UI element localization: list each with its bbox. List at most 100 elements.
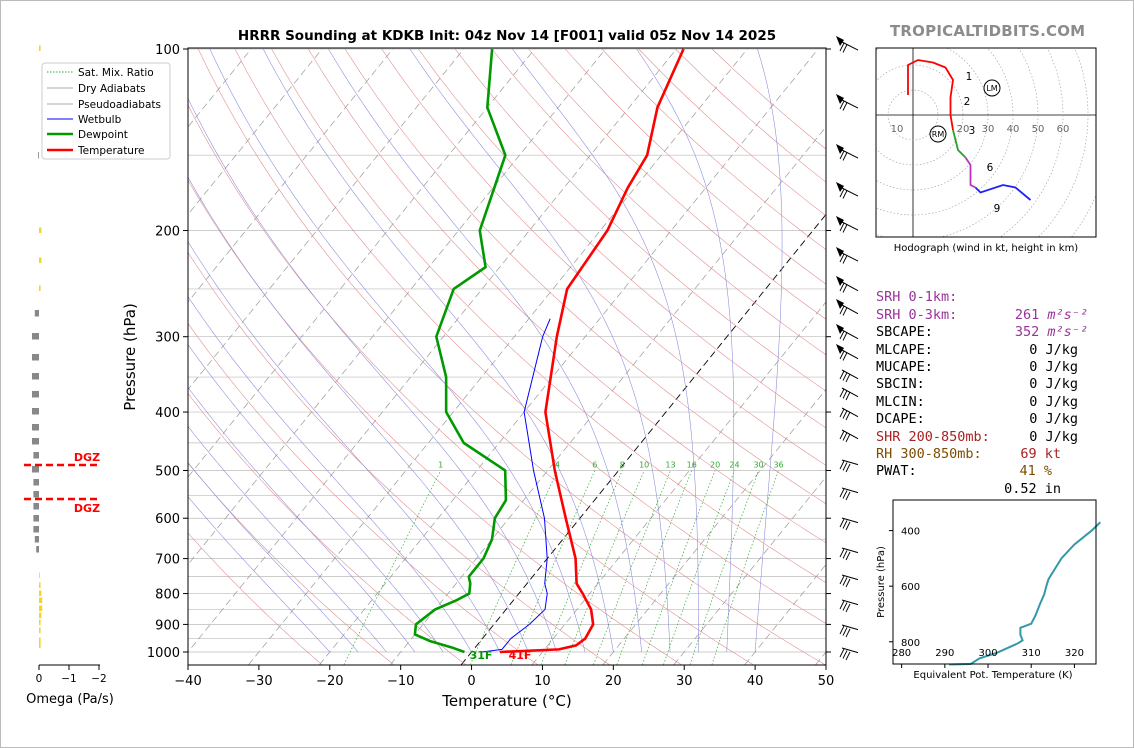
index-row-pwat: PWAT: 0.52 in [876,446,1061,496]
wind-barb-feather [842,462,848,471]
index-row-srh3: SRH 0-3km: 352 m²s⁻² [876,289,1088,340]
dgz-top-label: DGZ [74,451,100,464]
hodograph-height-label: 9 [994,203,1001,215]
index-value: 352 m²s⁻² [1015,324,1088,341]
index-row-mucape: MUCAPE: 0 J/kg [876,342,1078,392]
wind-barb-staff [841,221,859,231]
wind-barb-feather [839,370,845,380]
thetae-x-tick-label: 300 [978,648,997,659]
omega-bar [38,152,39,159]
wind-barb [836,344,859,361]
hodograph-caption: Hodograph (wind in kt, height in km) [894,243,1079,254]
wind-barb-feather [839,600,845,610]
wind-barb-staff [841,547,859,554]
wind-barb-feather [842,432,848,441]
index-label: MLCIN: [876,393,925,410]
hodograph-ring-label: 60 [1057,124,1070,135]
wind-barb-feather [839,388,845,398]
mixing-ratio-label: 1 [438,460,443,469]
wind-barb-feather [839,305,845,315]
isotherm-line [319,48,819,665]
isotherm-line [460,213,826,665]
hodograph-trace: 1 2 3 6 9 LM RM [907,59,1032,215]
omega-bar [39,612,42,618]
hodograph-ring [1037,48,1089,237]
omega-bar [39,637,41,643]
legend-box [41,62,171,160]
hodograph-ring [999,48,1064,237]
wind-barb [839,647,859,661]
wind-barb-feather [845,411,851,421]
wind-barb [836,216,859,233]
dry-adiabat [234,48,826,624]
legend-label-wetbulb: Wetbulb [78,114,122,126]
omega-bar [33,515,39,522]
wind-barb-feather [845,463,851,473]
mixing-ratio-line [540,470,623,665]
isotherm-line [188,48,535,478]
wind-barb-feather [842,520,848,529]
wind-barb-staff [841,329,859,340]
thetae-x-tick-label: 310 [1022,648,1041,659]
temperature-tick-label: −20 [316,674,343,689]
index-unit: m²s⁻² [1039,324,1088,341]
mixing-ratio-label: 16 [687,460,697,469]
wind-barb-feather [839,518,845,528]
omega-bar [34,536,39,543]
index-row-sbcape: SBCAPE: 0 J/kg [876,307,1078,357]
pressure-tick-label: 900 [155,618,180,633]
wind-barb [839,429,859,443]
thetae-x-tick-label: 280 [892,648,911,659]
omega-bar [33,491,39,498]
temperature-tick-label: 10 [534,674,551,689]
wind-barb-staff [841,187,859,197]
pressure-tick-label: 100 [155,43,180,58]
skewt-axes-frame [187,47,827,666]
index-number: 352 [1014,324,1040,341]
moist-adiabat [262,48,614,653]
wind-barb-staff [841,349,859,360]
wind-barb [839,487,859,501]
hodograph-ring [876,64,964,166]
dgz-bottom-label: DGZ [74,502,100,515]
wind-barbs [836,36,859,661]
hodograph-segment [907,59,954,131]
hodograph-ring [876,48,1014,216]
hodograph-panel: 10 20 30 40 50 60 1 2 3 6 9 LM RM Hodograph (wind i… [875,47,1097,254]
dry-adiabat [308,48,826,544]
omega-bar [32,438,39,445]
wind-barb-feather [842,627,848,636]
wind-barb-flag [836,299,844,309]
wind-barb-flag [836,144,844,154]
omega-bar [39,45,41,51]
omega-bar [32,408,39,415]
wind-barb-staff [841,599,859,606]
isotherm-line [602,388,826,665]
index-row-dcape: DCAPE: 0 J/kg [876,394,1078,444]
moist-adiabat [328,48,642,653]
omega-bar [33,503,39,510]
wind-barb-feather [842,102,848,111]
dewpoint-profile [413,48,508,654]
index-label: MUCAPE: [876,358,933,375]
wind-barb-flag [836,276,844,286]
omega-bar [39,590,42,596]
legend-label-dry: Dry Adiabats [78,83,146,95]
dry-adiabat [197,48,826,665]
moist-adiabat [754,48,783,653]
hodograph-height-label: 1 [966,71,973,83]
thetae-frame [892,499,1097,665]
wind-barb [836,182,859,199]
thetae-x-tick-label: 290 [935,648,954,659]
moist-adiabat [188,425,387,653]
wind-barb-feather [839,430,845,440]
omega-bar [39,285,41,291]
omega-bars [32,45,43,648]
wind-barb-staff [841,647,859,654]
index-value: 0 J/kg [1029,341,1078,358]
dry-adiabat [381,48,826,466]
skewt-panel: 1 4 6 8 10 13 16 20 24 30 36 100200300400500600700… [121,28,834,710]
hodograph-ring [876,48,1039,237]
moist-adiabat [636,48,735,653]
mixing-ratio-label: 30 [753,460,763,469]
